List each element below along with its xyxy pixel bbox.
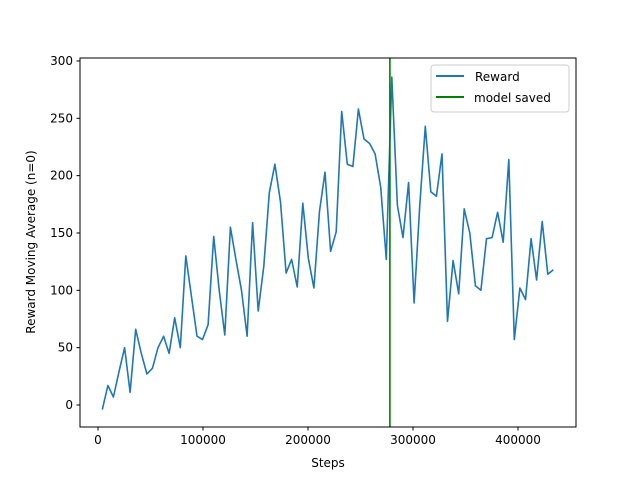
y-axis: 0 50 100 150 200 250 300	[50, 54, 80, 412]
y-tick-label: 50	[58, 341, 73, 355]
y-tick-label: 100	[50, 283, 73, 297]
x-tick-label: 400000	[495, 433, 541, 447]
axes-frame	[79, 57, 577, 428]
x-tick-label: 100000	[180, 433, 226, 447]
legend: Reward model saved	[430, 64, 570, 113]
y-axis-label: Reward Moving Average (n=0)	[24, 150, 38, 333]
x-tick-label: 200000	[285, 433, 331, 447]
y-tick-label: 300	[50, 54, 73, 68]
y-tick-label: 150	[50, 226, 73, 240]
plot-area	[101, 58, 554, 427]
x-tick-label: 0	[94, 433, 102, 447]
y-tick-label: 200	[50, 169, 73, 183]
legend-box	[430, 64, 570, 113]
x-axis: 0 100000 200000 300000 400000	[94, 427, 541, 447]
y-tick-label: 250	[50, 111, 73, 125]
x-axis-label: Steps	[311, 456, 345, 470]
legend-reward-label: Reward	[475, 70, 520, 84]
y-tick-label: 0	[65, 398, 73, 412]
x-tick-label: 300000	[390, 433, 436, 447]
legend-model-saved-label: model saved	[474, 91, 551, 105]
reward-series-line	[101, 76, 554, 410]
